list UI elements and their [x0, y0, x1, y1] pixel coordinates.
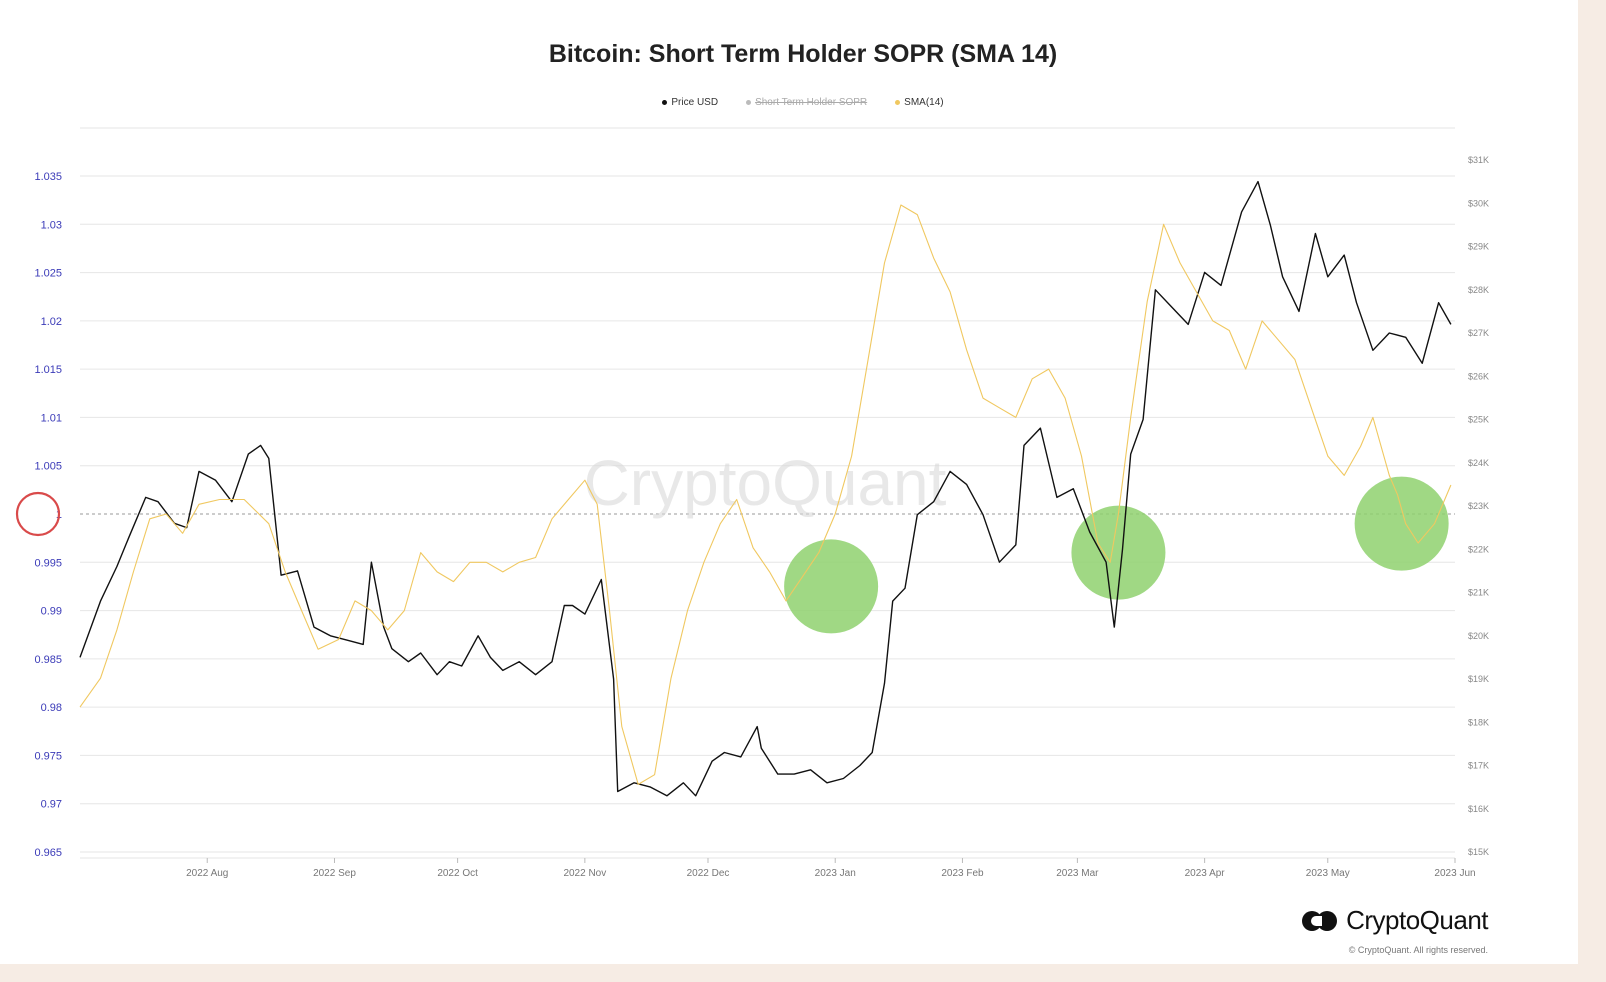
right-tick-label: $21K — [1468, 588, 1489, 598]
highlight-circle — [784, 539, 879, 634]
left-tick-label: 1.005 — [34, 461, 62, 473]
legend-item-sma[interactable]: SMA(14) — [895, 97, 944, 108]
left-tick-label: 0.985 — [34, 654, 62, 666]
left-tick-label: 0.965 — [34, 847, 62, 859]
right-tick-label: $20K — [1468, 631, 1489, 641]
x-tick-label: 2022 Oct — [437, 868, 478, 879]
legend-item-price[interactable]: Price USD — [662, 97, 718, 108]
left-tick-label: 0.97 — [41, 799, 62, 811]
right-tick-label: $27K — [1468, 328, 1489, 338]
watermark-text: CryptoQuant — [584, 447, 947, 519]
legend-dot-icon — [662, 100, 668, 105]
x-tick-label: 2023 May — [1306, 868, 1350, 879]
price-usd-line — [79, 180, 1452, 797]
right-axis: $31K $30K $29K $28K $27K $26K $25K $24K $23K $22K… — [1468, 155, 1489, 857]
right-tick-label: $28K — [1468, 285, 1489, 295]
legend-dot-icon — [746, 100, 752, 105]
right-tick-label: $16K — [1468, 804, 1489, 814]
series-layer — [79, 180, 1452, 797]
x-tick-label: 2022 Aug — [186, 868, 228, 879]
legend-label: Short Term Holder SOPR — [755, 97, 868, 108]
left-tick-label: 0.99 — [41, 606, 62, 618]
left-tick-label: 1.01 — [41, 412, 62, 424]
right-tick-label: $22K — [1468, 544, 1489, 554]
x-tick-label: 2023 Mar — [1056, 868, 1099, 879]
left-tick-label: 1.025 — [34, 268, 62, 280]
sma14-line — [79, 204, 1452, 785]
left-tick-label: 0.995 — [34, 557, 62, 569]
right-tick-label: $23K — [1468, 501, 1489, 511]
x-tick-label: 2023 Feb — [941, 868, 984, 879]
brand-name: CryptoQuant — [1346, 905, 1488, 935]
left-tick-label: 1.03 — [41, 219, 62, 231]
x-tick-label: 2023 Apr — [1185, 868, 1226, 879]
left-tick-label: 1.035 — [34, 171, 62, 183]
right-tick-label: $19K — [1468, 674, 1489, 684]
cryptoquant-logo-icon — [1302, 910, 1338, 932]
x-tick-label: 2023 Jun — [1434, 868, 1475, 879]
grid-layer — [80, 127, 1455, 853]
page-edge-bottom — [0, 964, 1606, 982]
chart-title: Bitcoin: Short Term Holder SOPR (SMA 14) — [548, 40, 1058, 68]
x-tick-label: 2022 Dec — [687, 868, 730, 879]
chart-legend: Price USD Short Term Holder SOPR SMA(14) — [0, 97, 1606, 108]
x-axis: 2022 Aug 2022 Sep 2022 Oct 2022 Nov 2022 Dec… — [80, 857, 1476, 879]
right-tick-label: $18K — [1468, 717, 1489, 727]
page-edge-right — [1578, 0, 1606, 982]
legend-label: Price USD — [671, 97, 719, 108]
right-tick-label: $31K — [1468, 155, 1489, 165]
left-tick-label: 0.975 — [34, 750, 62, 762]
x-tick-label: 2022 Nov — [563, 868, 606, 879]
left-tick-label: 1.015 — [34, 364, 62, 376]
right-tick-label: $30K — [1468, 198, 1489, 208]
x-tick-label: 2022 Sep — [313, 868, 356, 879]
right-tick-label: $15K — [1468, 847, 1489, 857]
left-tick-label: 0.98 — [41, 702, 62, 714]
legend-item-sopr[interactable]: Short Term Holder SOPR — [746, 97, 867, 108]
highlight-circle — [1354, 476, 1449, 571]
left-axis: 1.0351.031.0251.021.0151.011.00510.9950.… — [34, 171, 62, 859]
right-tick-label: $25K — [1468, 415, 1489, 425]
right-tick-label: $26K — [1468, 371, 1489, 381]
marker-layer — [15, 491, 61, 537]
right-tick-label: $29K — [1468, 242, 1489, 252]
red-circle-marker — [15, 491, 61, 537]
right-tick-label: $17K — [1468, 761, 1489, 771]
left-tick-label: 1.02 — [41, 316, 62, 328]
copyright-text: © CryptoQuant. All rights reserved. — [1348, 945, 1488, 955]
legend-dot-icon — [895, 100, 901, 105]
x-tick-label: 2023 Jan — [815, 868, 856, 879]
brand-logo: CryptoQuant — [1302, 905, 1488, 936]
legend-label: SMA(14) — [904, 97, 944, 108]
right-tick-label: $24K — [1468, 458, 1489, 468]
